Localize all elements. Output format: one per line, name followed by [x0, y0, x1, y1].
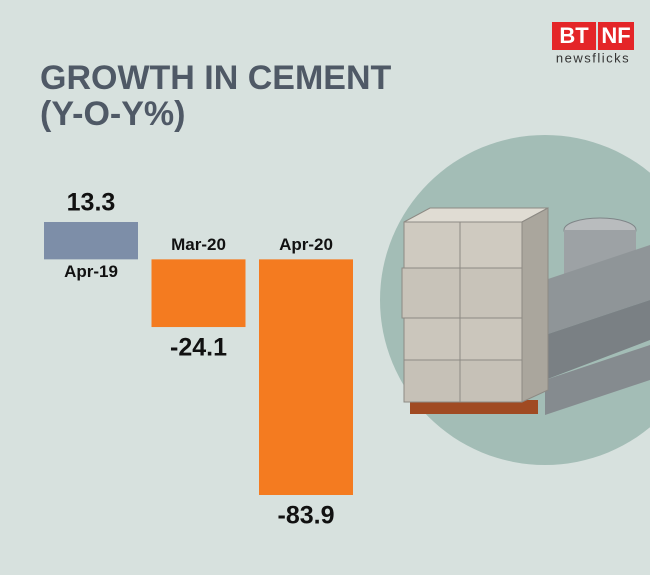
- chart-subtitle: (Y-O-Y%): [40, 95, 185, 133]
- category-label: Mar-20: [171, 235, 226, 254]
- logo-right: NF: [601, 23, 630, 48]
- value-label: -24.1: [170, 334, 227, 362]
- logo-box: [552, 22, 596, 50]
- logo-tagline: newsflicks: [556, 50, 630, 65]
- bar: [151, 259, 246, 328]
- bar: [259, 259, 353, 495]
- category-label: Apr-19: [64, 262, 118, 281]
- category-label: Apr-20: [279, 235, 333, 254]
- value-label: -83.9: [278, 502, 335, 530]
- chart-title: GROWTH IN CEMENT: [40, 59, 392, 97]
- illustration: [380, 135, 650, 465]
- logo-box: [598, 22, 634, 50]
- bar: [44, 222, 138, 260]
- value-label: 13.3: [67, 189, 116, 217]
- logo-left: BT: [559, 23, 589, 48]
